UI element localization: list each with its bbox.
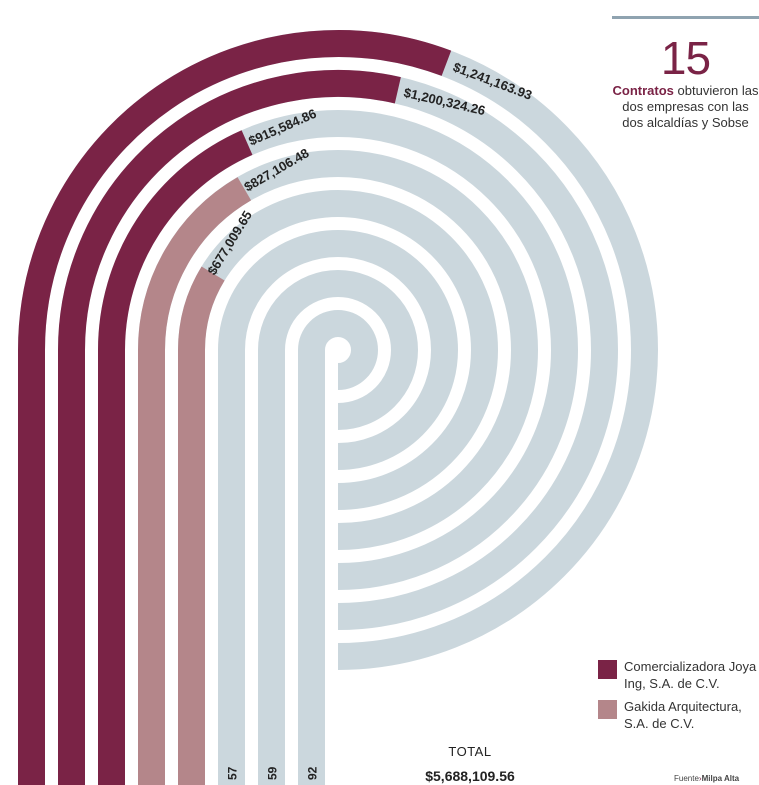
legend-swatch-joya — [598, 660, 617, 679]
source-arrow-icon: › — [698, 774, 702, 783]
legend-label-joya: Comercializadora Joya Ing, S.A. de C.V. — [624, 659, 757, 691]
source-prefix: Fuente — [674, 774, 699, 783]
legend-swatch-gakida — [598, 700, 617, 719]
bar-track-8 — [298, 310, 378, 785]
legend-item-gakida: Gakida Arquitectura, S.A. de C.V. — [598, 698, 759, 738]
bar-value-3 — [98, 130, 253, 785]
legend-item-joya: Comercializadora Joya Ing, S.A. de C.V. — [598, 658, 759, 698]
source: Fuente›Milpa Alta — [674, 774, 739, 783]
callout: 15 Contratos obtuvieron las dos empresas… — [612, 16, 759, 131]
legend: Comercializadora Joya Ing, S.A. de C.V. … — [598, 658, 759, 738]
bar-label-7: 59 — [266, 766, 280, 780]
bar-value-5 — [178, 266, 225, 785]
bar-value-1 — [18, 30, 452, 785]
bar-label-6: 57 — [226, 766, 240, 780]
source-name: Milpa Alta — [701, 774, 740, 783]
bar-value-2 — [58, 70, 401, 785]
total-value: $5,688,109.56 — [425, 768, 515, 784]
bar-track-7 — [258, 270, 418, 785]
bar-label-8: 92 — [306, 766, 320, 780]
callout-rest: obtuvieron las dos empresas con las dos … — [622, 83, 759, 130]
callout-bold-word: Contratos — [612, 83, 674, 98]
bar-track-5 — [178, 190, 498, 785]
legend-label-gakida: Gakida Arquitectura, S.A. de C.V. — [624, 699, 742, 731]
bar-track-6 — [218, 230, 458, 785]
bar-value-4 — [138, 177, 252, 785]
callout-text: Contratos obtuvieron las dos empresas co… — [612, 83, 759, 131]
callout-number: 15 — [660, 32, 711, 84]
callout-rule — [612, 16, 759, 19]
total-label: TOTAL — [448, 744, 492, 759]
